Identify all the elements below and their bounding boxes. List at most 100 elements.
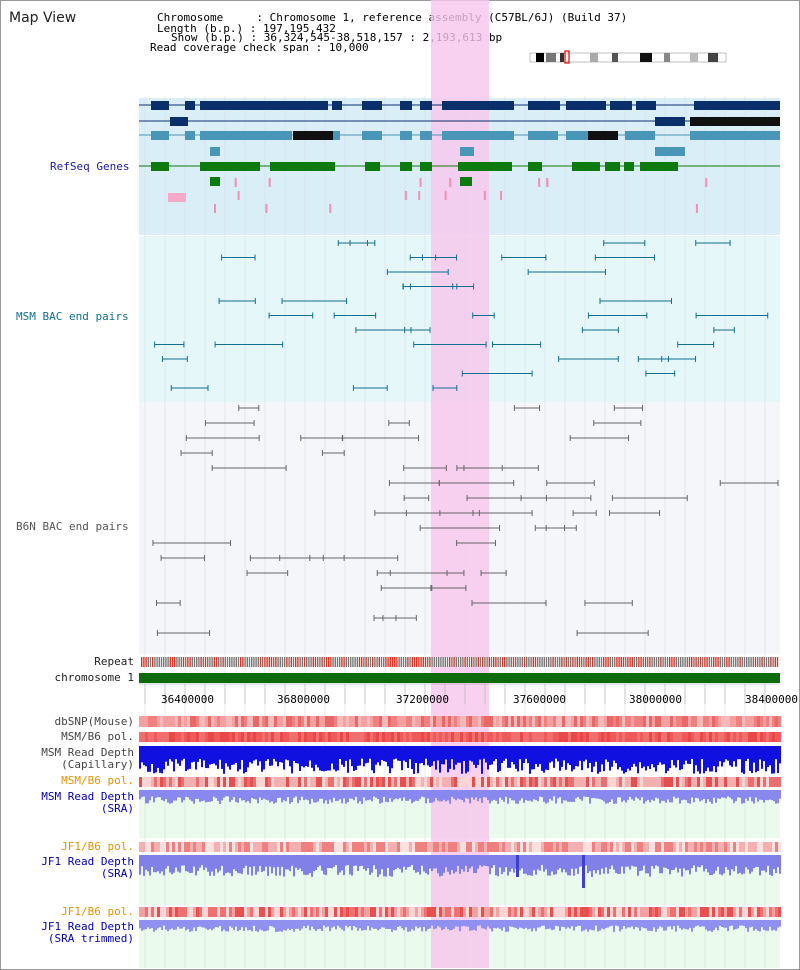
track-label-refseq[interactable]: RefSeq Genes (50, 160, 130, 173)
depth-bar (301, 790, 303, 797)
track-label-jf1-depth-trim-1[interactable]: JF1 Read Depth (41, 920, 134, 933)
depth-bar (243, 855, 245, 869)
heat-cell (187, 907, 190, 917)
repeat-element (517, 657, 519, 667)
heat-cell (508, 732, 511, 742)
repeat-track[interactable] (141, 657, 780, 667)
depth-bar (153, 746, 155, 774)
depth-bar (535, 746, 537, 765)
track-label-msm-b6-pol-2[interactable]: MSM/B6 pol. (61, 774, 134, 787)
heat-cell (301, 777, 304, 787)
track-label-dbsnp[interactable]: dbSNP(Mouse) (54, 715, 134, 728)
track-label-jf1-b6-pol-1[interactable]: JF1/B6 pol. (61, 840, 134, 853)
repeat-element (418, 657, 420, 667)
heat-cell (595, 907, 598, 917)
depth-bar (699, 920, 701, 927)
heat-cell (298, 777, 301, 787)
depth-bar (503, 920, 505, 928)
depth-bar (671, 746, 673, 761)
heat-cell (202, 842, 205, 852)
depth-bar (441, 746, 443, 765)
track-label-msm-depth-sra-1[interactable]: MSM Read Depth (41, 790, 134, 803)
track-label-msm-b6-pol-1[interactable]: MSM/B6 pol. (61, 730, 134, 743)
heat-cell (367, 777, 370, 787)
depth-bar (261, 920, 263, 931)
depth-bar (339, 920, 341, 928)
repeat-element (198, 657, 200, 667)
depth-bar (453, 746, 455, 770)
heat-cell (463, 842, 466, 852)
depth-bar (633, 855, 635, 867)
heat-cell (472, 716, 475, 727)
read-depth-tracks[interactable] (139, 746, 781, 932)
depth-bar (221, 920, 223, 932)
track-label-b6n-bac[interactable]: B6N BAC end pairs (16, 520, 129, 533)
depth-bar (563, 790, 565, 801)
show-key: Show (b.p.) (171, 31, 244, 44)
track-label-jf1-depth-sra-1[interactable]: JF1 Read Depth (41, 855, 134, 868)
heat-cell (673, 716, 676, 727)
repeat-element (387, 657, 389, 667)
repeat-element (213, 657, 215, 667)
depth-bar (153, 920, 155, 932)
repeat-element (526, 657, 528, 667)
depth-bar (447, 746, 449, 773)
chromosome-ideogram[interactable] (529, 50, 727, 64)
heat-cell (472, 842, 475, 852)
depth-bar (303, 920, 305, 927)
polymorphism-heatmaps[interactable] (139, 716, 781, 917)
track-label-msm-bac[interactable]: MSM BAC end pairs (16, 310, 129, 323)
repeat-element (532, 657, 534, 667)
depth-bar (453, 855, 455, 874)
track-label-jf1-b6-pol-2[interactable]: JF1/B6 pol. (61, 905, 134, 918)
depth-bar (711, 855, 713, 876)
depth-bar (727, 920, 729, 932)
heat-cell (367, 907, 370, 917)
depth-bar (459, 855, 461, 874)
depth-bar (585, 746, 587, 760)
repeat-element (710, 657, 713, 667)
depth-bar (707, 790, 709, 800)
depth-bar (145, 790, 147, 804)
depth-bar (419, 746, 421, 764)
depth-bar (755, 920, 757, 930)
heat-cell (778, 732, 781, 742)
heat-cell (634, 842, 637, 852)
b6n-bac-features[interactable] (152, 405, 779, 636)
depth-bar (687, 920, 689, 930)
depth-bar (217, 790, 219, 801)
depth-bar (557, 855, 559, 870)
depth-bar (539, 855, 541, 871)
depth-bar (501, 790, 503, 800)
axis-tick-label: 38400000 (745, 693, 798, 706)
heat-cell (538, 842, 541, 852)
msm-bac-features[interactable] (154, 240, 769, 391)
depth-bar (625, 790, 627, 803)
heat-cell (154, 907, 157, 917)
track-label-msm-depth-cap-1[interactable]: MSM Read Depth (41, 746, 134, 759)
heat-cell (475, 777, 478, 787)
selection-highlight[interactable] (431, 0, 489, 968)
heat-cell (673, 732, 676, 742)
depth-bar (661, 746, 663, 765)
depth-bar (579, 790, 581, 800)
refseq-genes-features[interactable] (139, 101, 780, 213)
depth-bar (531, 855, 533, 876)
repeat-element (378, 657, 380, 667)
repeat-element (240, 657, 242, 667)
depth-bar (455, 855, 457, 872)
track-label-repeat[interactable]: Repeat (94, 655, 134, 668)
heat-cell (550, 842, 553, 852)
repeat-element (248, 657, 251, 667)
heat-cell (496, 907, 499, 917)
heat-cell (616, 716, 619, 727)
coverage-value: 10,000 (328, 41, 369, 54)
heat-cell (712, 842, 715, 852)
depth-bar (675, 746, 677, 768)
depth-bar (193, 746, 195, 762)
repeat-element (556, 657, 559, 667)
depth-bar (331, 746, 333, 764)
depth-bar (431, 746, 433, 766)
track-label-chromosome[interactable]: chromosome 1 (54, 671, 134, 684)
